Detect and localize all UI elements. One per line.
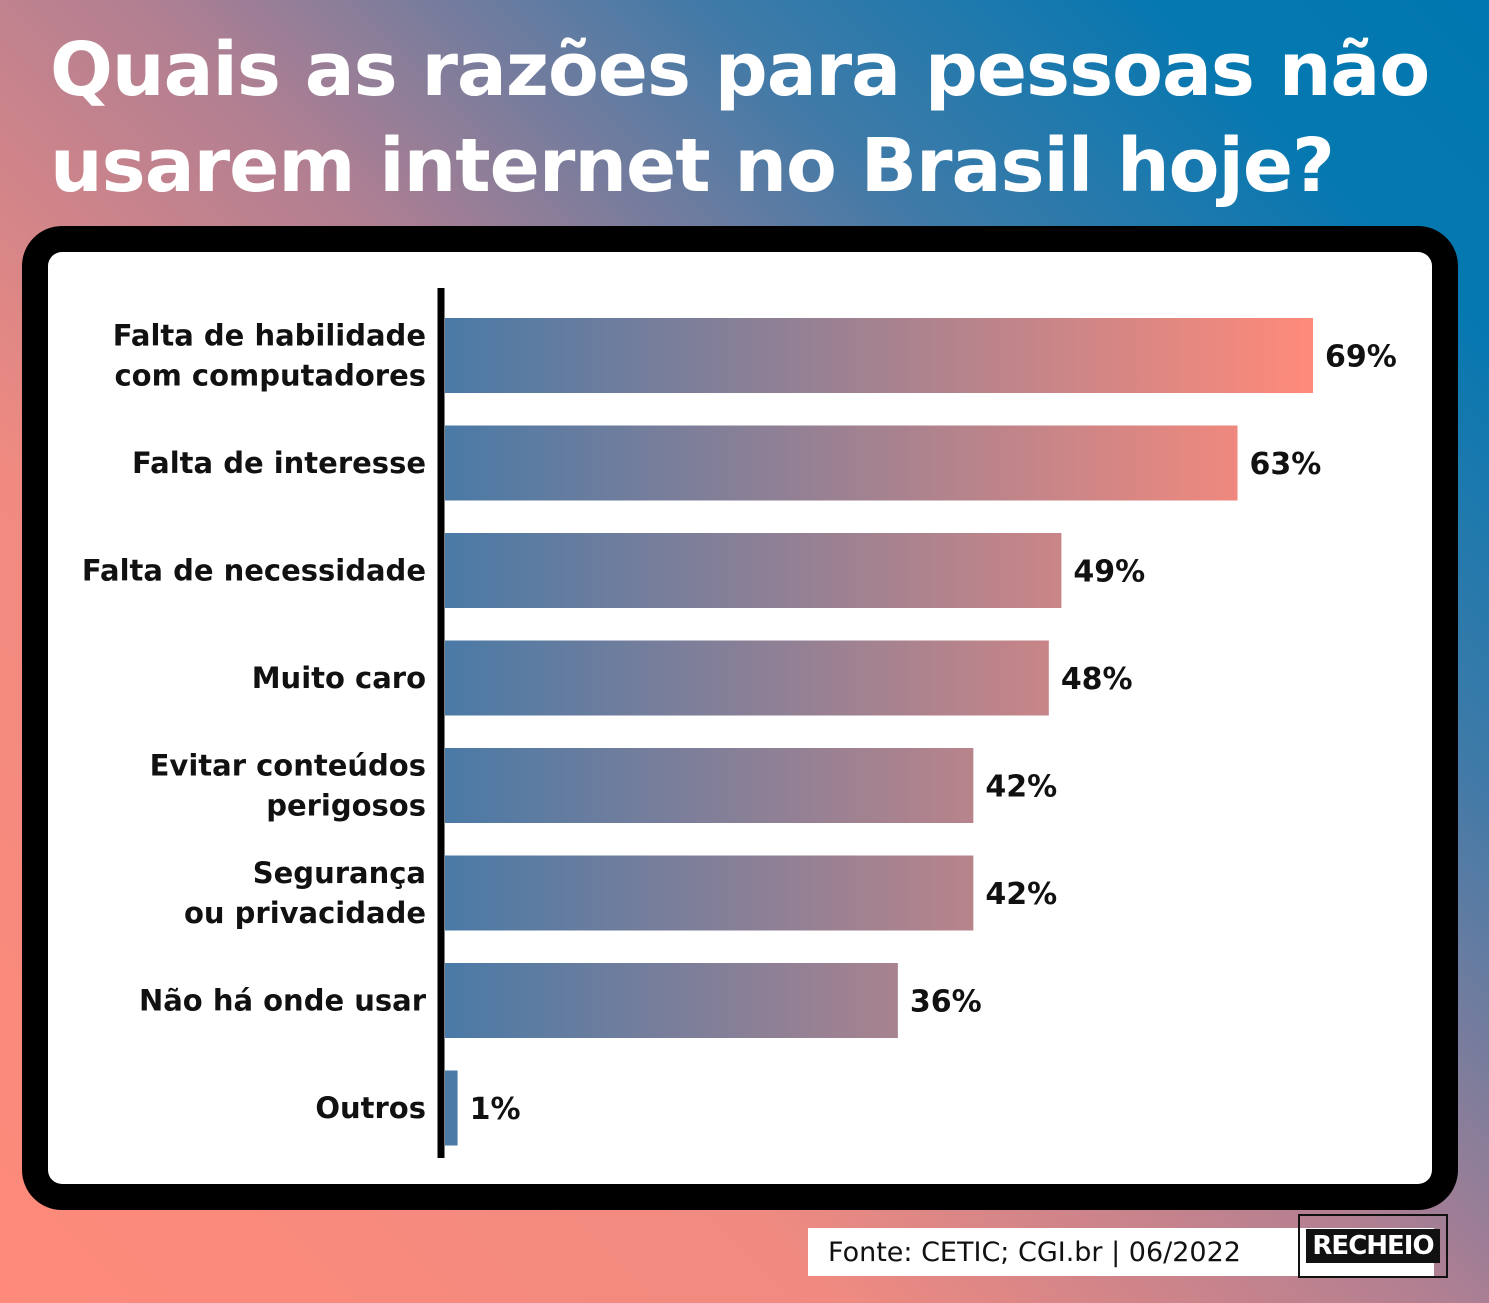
value-label: 36% [910, 985, 982, 1020]
bar [445, 533, 1062, 608]
title-line-2: usarem internet no Brasil hoje? [50, 123, 1335, 209]
category-label: Falta de necessidade [82, 554, 426, 588]
category-label: Não há onde usar [139, 984, 427, 1018]
value-label: 69% [1325, 340, 1397, 375]
title-line-1: Quais as razões para pessoas não [50, 27, 1430, 113]
category-label: Falta de habilidade com computadores [113, 319, 426, 393]
value-label: 49% [1073, 555, 1145, 590]
value-label: 42% [985, 877, 1057, 912]
footer: Fonte: CETIC; CGI.br | 06/2022 RECHEIO [808, 1214, 1448, 1278]
logo-text: RECHEIO [1306, 1229, 1440, 1263]
source-text: Fonte: CETIC; CGI.br | 06/2022 [828, 1236, 1241, 1268]
value-label: 48% [1061, 662, 1133, 697]
bar [445, 963, 898, 1038]
category-label: Segurança ou privacidade [184, 856, 426, 930]
bar [445, 748, 974, 823]
category-label: Evitar conteúdos perigosos [150, 749, 426, 823]
chart-title: Quais as razões para pessoas não usarem … [50, 22, 1450, 214]
bar [445, 425, 1238, 501]
category-label: Muito caro [252, 661, 426, 695]
category-label: Outros [315, 1091, 426, 1125]
category-label: Falta de interesse [132, 446, 426, 480]
bar [445, 1070, 458, 1146]
value-label: 1% [470, 1092, 521, 1127]
value-label: 63% [1250, 447, 1322, 482]
bar [445, 318, 1313, 393]
value-label: 42% [985, 770, 1057, 805]
bar [445, 640, 1049, 716]
recheio-logo: RECHEIO [1298, 1214, 1448, 1278]
bar [445, 855, 974, 931]
